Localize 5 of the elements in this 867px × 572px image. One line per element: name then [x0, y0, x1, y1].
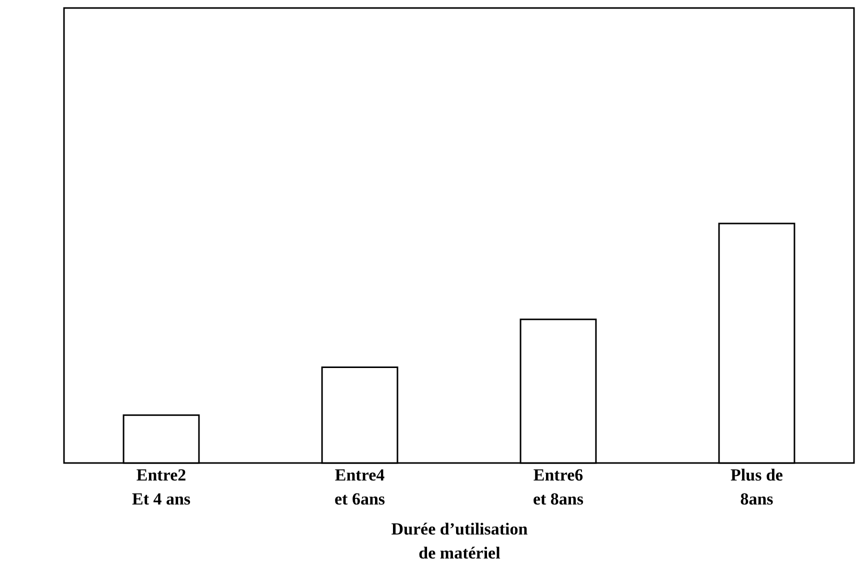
x-tick-label: Plus de 8ans	[730, 466, 784, 508]
x-tick-label: Entre4 et 6ans	[334, 466, 386, 508]
x-axis-title: Durée d’utilisation de matériel	[391, 520, 528, 562]
x-tick-label: Entre6 et 8ans	[532, 466, 584, 508]
x-tick-label: Entre2 Et 4 ans	[132, 466, 191, 508]
